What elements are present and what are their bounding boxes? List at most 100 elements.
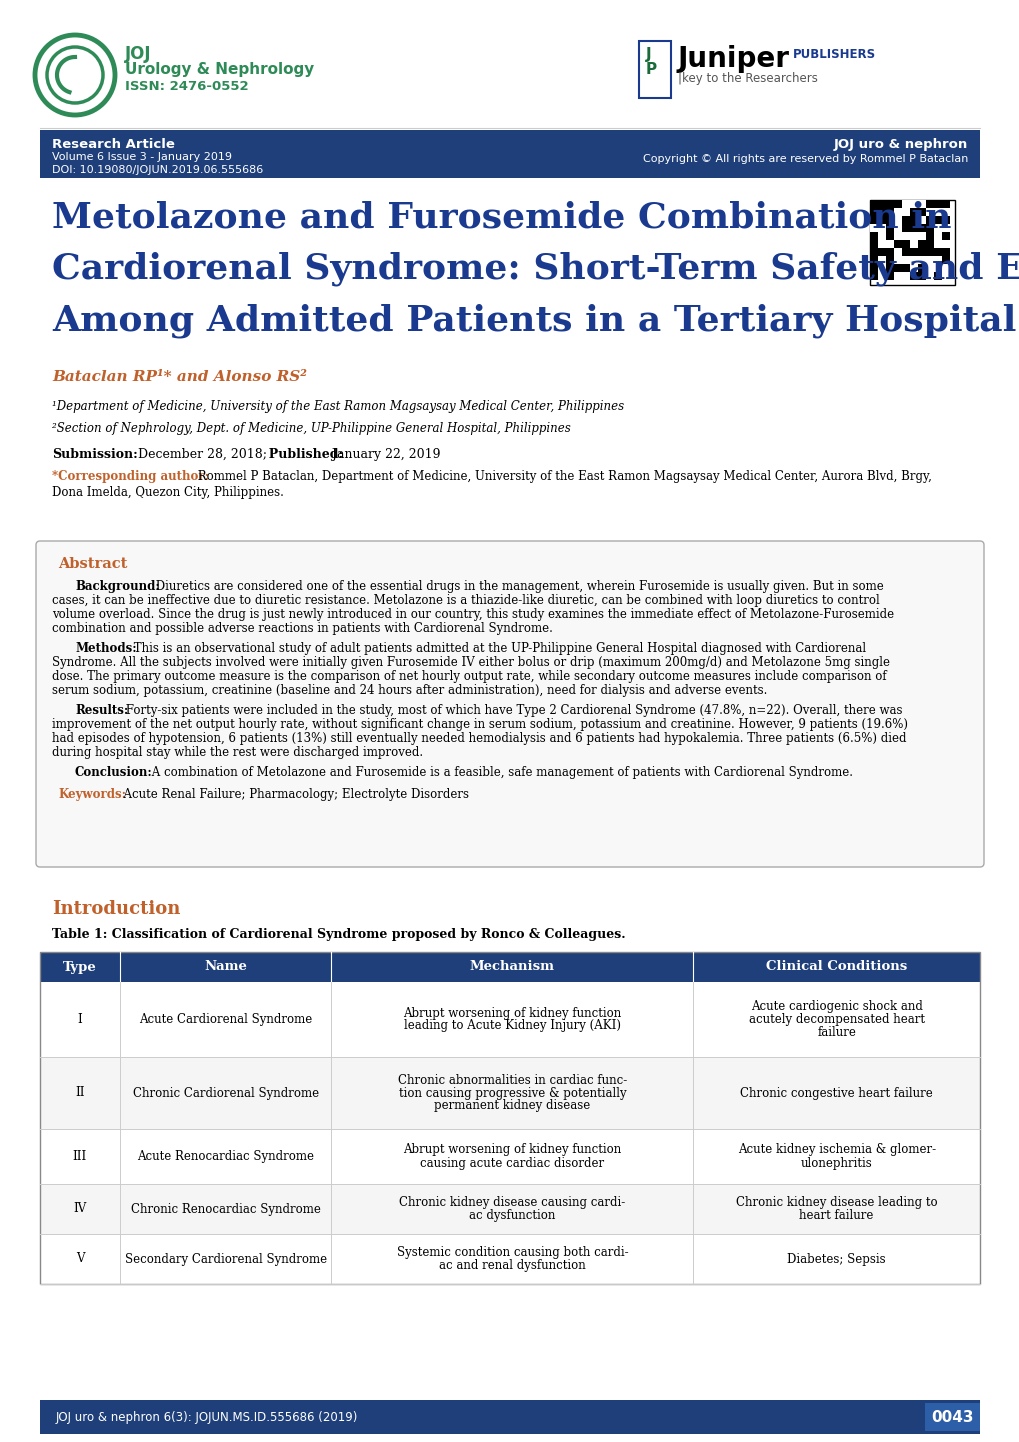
Bar bbox=[901, 257, 909, 264]
Text: Rommel P Bataclan, Department of Medicine, University of the East Ramon Magsaysa: Rommel P Bataclan, Department of Medicin… bbox=[194, 470, 931, 483]
Text: cases, it can be ineffective due to diuretic resistance. Metolazone is a thiazid: cases, it can be ineffective due to diur… bbox=[52, 594, 879, 607]
Bar bbox=[942, 273, 949, 280]
Bar bbox=[893, 273, 901, 280]
Bar bbox=[893, 264, 901, 273]
Bar bbox=[909, 257, 917, 264]
Bar bbox=[869, 273, 877, 280]
Bar bbox=[942, 257, 949, 264]
Text: serum sodium, potassium, creatinine (baseline and 24 hours after administration): serum sodium, potassium, creatinine (bas… bbox=[52, 684, 766, 696]
Text: 0043: 0043 bbox=[930, 1409, 973, 1425]
Bar bbox=[925, 224, 933, 232]
Text: This is an observational study of adult patients admitted at the UP-Philippine G: This is an observational study of adult … bbox=[129, 642, 865, 655]
Bar bbox=[933, 264, 942, 273]
Bar bbox=[886, 257, 893, 264]
Bar bbox=[869, 232, 877, 239]
Bar bbox=[942, 216, 949, 224]
Bar bbox=[40, 1057, 979, 1129]
Text: ¹Department of Medicine, University of the East Ramon Magsaysay Medical Center, : ¹Department of Medicine, University of t… bbox=[52, 399, 624, 412]
Bar bbox=[877, 224, 886, 232]
Bar bbox=[869, 239, 877, 248]
Bar bbox=[909, 200, 917, 208]
Text: P: P bbox=[645, 62, 656, 76]
Text: Juniper: Juniper bbox=[678, 45, 790, 74]
Bar bbox=[877, 239, 886, 248]
Text: leading to Acute Kidney Injury (AKI): leading to Acute Kidney Injury (AKI) bbox=[404, 1019, 621, 1032]
Text: tion causing progressive & potentially: tion causing progressive & potentially bbox=[398, 1086, 626, 1099]
Text: JOJ uro & nephron: JOJ uro & nephron bbox=[833, 138, 967, 151]
Bar bbox=[925, 232, 933, 239]
Bar bbox=[877, 248, 886, 257]
Text: Chronic congestive heart failure: Chronic congestive heart failure bbox=[740, 1086, 932, 1099]
Bar bbox=[40, 130, 979, 177]
Text: Chronic abnormalities in cardiac func-: Chronic abnormalities in cardiac func- bbox=[397, 1073, 627, 1086]
Bar bbox=[933, 224, 942, 232]
Text: Clinical Conditions: Clinical Conditions bbox=[765, 960, 906, 973]
Text: failure: failure bbox=[816, 1027, 855, 1040]
FancyBboxPatch shape bbox=[36, 541, 983, 867]
Text: Mechanism: Mechanism bbox=[470, 960, 554, 973]
FancyBboxPatch shape bbox=[638, 40, 671, 98]
Bar bbox=[40, 1129, 979, 1184]
Bar bbox=[901, 248, 909, 257]
Bar bbox=[40, 952, 979, 1283]
Bar bbox=[909, 264, 917, 273]
Bar bbox=[924, 1403, 979, 1430]
Text: Diuretics are considered one of the essential drugs in the management, wherein F: Diuretics are considered one of the esse… bbox=[152, 580, 882, 593]
Text: dose. The primary outcome measure is the comparison of net hourly output rate, w: dose. The primary outcome measure is the… bbox=[52, 671, 886, 684]
Text: heart failure: heart failure bbox=[799, 1208, 873, 1221]
Bar bbox=[886, 239, 893, 248]
Text: JOJ: JOJ bbox=[125, 45, 152, 63]
Text: *Corresponding author:: *Corresponding author: bbox=[52, 470, 209, 483]
Text: |key to the Researchers: |key to the Researchers bbox=[678, 72, 817, 85]
Text: Acute Renal Failure; Pharmacology; Electrolyte Disorders: Acute Renal Failure; Pharmacology; Elect… bbox=[116, 787, 469, 800]
Text: ISSN: 2476-0552: ISSN: 2476-0552 bbox=[125, 79, 249, 92]
Bar bbox=[909, 216, 917, 224]
Text: Diabetes; Sepsis: Diabetes; Sepsis bbox=[787, 1253, 886, 1266]
Bar bbox=[925, 208, 933, 216]
Text: Copyright © All rights are reserved by Rommel P Bataclan: Copyright © All rights are reserved by R… bbox=[642, 154, 967, 164]
Bar bbox=[909, 208, 917, 216]
Bar bbox=[40, 952, 979, 982]
Bar bbox=[933, 248, 942, 257]
Bar bbox=[893, 257, 901, 264]
Text: IV: IV bbox=[73, 1203, 87, 1216]
Bar bbox=[933, 200, 942, 208]
Bar bbox=[893, 224, 901, 232]
Text: Secondary Cardiorenal Syndrome: Secondary Cardiorenal Syndrome bbox=[124, 1253, 326, 1266]
Text: Syndrome. All the subjects involved were initially given Furosemide IV either bo: Syndrome. All the subjects involved were… bbox=[52, 656, 890, 669]
Bar bbox=[40, 1184, 979, 1234]
Text: Chronic Cardiorenal Syndrome: Chronic Cardiorenal Syndrome bbox=[132, 1086, 318, 1099]
Text: Volume 6 Issue 3 - January 2019: Volume 6 Issue 3 - January 2019 bbox=[52, 151, 231, 162]
Bar bbox=[886, 232, 893, 239]
Bar bbox=[40, 982, 979, 1057]
Bar bbox=[893, 208, 901, 216]
Text: ²Section of Nephrology, Dept. of Medicine, UP-Philippine General Hospital, Phili: ²Section of Nephrology, Dept. of Medicin… bbox=[52, 423, 571, 435]
Bar bbox=[901, 239, 909, 248]
Bar bbox=[869, 248, 877, 257]
Bar bbox=[909, 248, 917, 257]
Bar bbox=[933, 257, 942, 264]
Bar bbox=[893, 216, 901, 224]
Text: ac dysfunction: ac dysfunction bbox=[469, 1208, 555, 1221]
Text: Acute Cardiorenal Syndrome: Acute Cardiorenal Syndrome bbox=[139, 1012, 312, 1027]
Bar bbox=[917, 257, 925, 264]
Bar bbox=[942, 239, 949, 248]
Text: II: II bbox=[75, 1086, 85, 1099]
Bar bbox=[886, 273, 893, 280]
Text: Name: Name bbox=[204, 960, 247, 973]
Bar bbox=[869, 200, 954, 286]
Bar bbox=[886, 216, 893, 224]
Bar bbox=[877, 216, 886, 224]
Text: ulonephritis: ulonephritis bbox=[800, 1156, 871, 1169]
Text: December 28, 2018;: December 28, 2018; bbox=[133, 448, 267, 461]
Bar bbox=[40, 1400, 979, 1433]
Text: Research Article: Research Article bbox=[52, 138, 174, 151]
Text: Dona Imelda, Quezon City, Philippines.: Dona Imelda, Quezon City, Philippines. bbox=[52, 486, 283, 499]
Bar bbox=[917, 264, 925, 273]
Text: volume overload. Since the drug is just newly introduced in our country, this st: volume overload. Since the drug is just … bbox=[52, 609, 894, 622]
Bar bbox=[886, 248, 893, 257]
Bar bbox=[901, 216, 909, 224]
Bar bbox=[877, 232, 886, 239]
Text: Systemic condition causing both cardi-: Systemic condition causing both cardi- bbox=[396, 1246, 628, 1259]
Bar bbox=[925, 264, 933, 273]
